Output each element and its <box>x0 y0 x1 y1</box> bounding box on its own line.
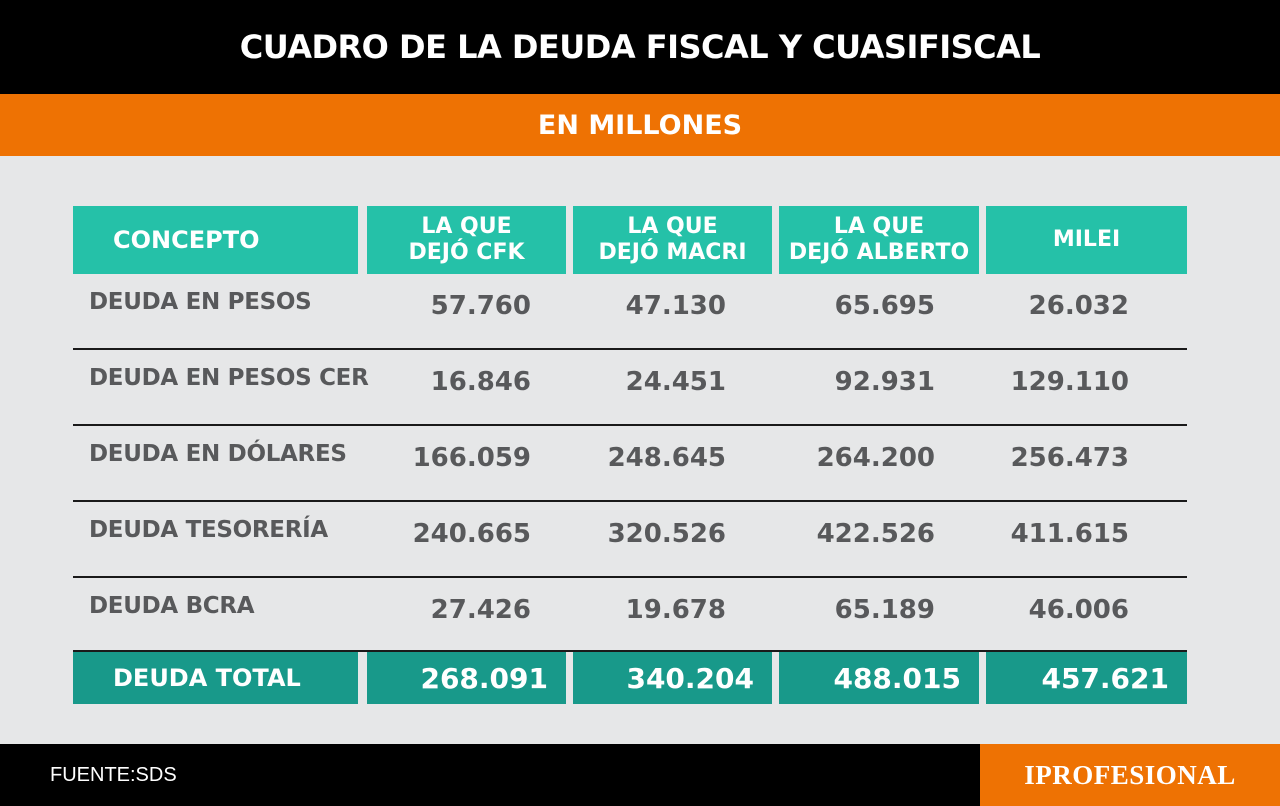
total-value: 457.621 <box>986 652 1187 704</box>
table-cell-value: 166.059 <box>412 443 531 473</box>
table-row: DEUDA TESORERÍA 240.665 320.526 422.526 411.… <box>73 502 1187 578</box>
table-row: DEUDA EN DÓLARES 166.059 248.645 264.200 256… <box>73 426 1187 502</box>
table-cell-value: 27.426 <box>430 595 531 625</box>
page-title: CUADRO DE LA DEUDA FISCAL Y CUASIFISCAL <box>239 28 1041 66</box>
table-row: DEUDA BCRA 27.426 19.678 65.189 46.006 <box>73 578 1187 652</box>
row-divider <box>73 650 1187 652</box>
row-label: DEUDA EN PESOS <box>89 289 312 315</box>
total-value: 340.204 <box>573 652 772 704</box>
footer-bar: FUENTE:SDS <box>0 744 980 806</box>
row-label: DEUDA TESORERÍA <box>89 517 328 543</box>
column-header-text: LA QUE DEJÓ MACRI <box>598 214 746 266</box>
table-row: DEUDA EN PESOS 57.760 47.130 65.695 26.032 <box>73 274 1187 350</box>
row-divider <box>73 348 1187 350</box>
total-value: 268.091 <box>367 652 566 704</box>
table-cell-value: 248.645 <box>607 443 726 473</box>
column-header-line: DEJÓ MACRI <box>598 240 747 265</box>
row-label: DEUDA EN DÓLARES <box>89 441 347 467</box>
brand-logo-text: IPROFESIONAL <box>1024 759 1236 790</box>
table-cell-value: 24.451 <box>625 367 726 397</box>
table-cell-value: 240.665 <box>412 519 531 549</box>
table-cell-value: 26.032 <box>1028 291 1129 321</box>
source-note: FUENTE:SDS <box>50 763 177 786</box>
page-subtitle: EN MILLONES <box>537 109 743 141</box>
table-cell-value: 57.760 <box>430 291 531 321</box>
total-value: 488.015 <box>779 652 979 704</box>
row-divider <box>73 424 1187 426</box>
column-header-line: LA QUE <box>627 214 718 239</box>
row-label: DEUDA EN PESOS CER <box>89 365 369 391</box>
brand-logo: IPROFESIONAL <box>980 744 1280 806</box>
row-label: DEUDA BCRA <box>89 593 255 619</box>
column-header-text: CONCEPTO <box>113 227 259 253</box>
table-cell-value: 46.006 <box>1028 595 1129 625</box>
column-header-text: LA QUE DEJÓ ALBERTO <box>789 214 969 266</box>
column-header-text: LA QUE DEJÓ CFK <box>408 214 524 266</box>
column-header-la-que-dejo-cfk: LA QUE DEJÓ CFK <box>367 206 566 274</box>
title-bar: CUADRO DE LA DEUDA FISCAL Y CUASIFISCAL <box>0 0 1280 94</box>
column-header-line: LA QUE <box>421 214 512 239</box>
column-header-line: CONCEPTO <box>113 226 260 254</box>
column-header-la-que-dejo-alberto: LA QUE DEJÓ ALBERTO <box>779 206 979 274</box>
table-cell-value: 65.695 <box>834 291 935 321</box>
column-header-line: MILEI <box>1052 227 1121 252</box>
row-divider <box>73 576 1187 578</box>
table-cell-value: 47.130 <box>625 291 726 321</box>
column-header-la-que-dejo-macri: LA QUE DEJÓ MACRI <box>573 206 772 274</box>
row-divider <box>73 500 1187 502</box>
table-row: DEUDA EN PESOS CER 16.846 24.451 92.931 129.… <box>73 350 1187 426</box>
table-cell-value: 320.526 <box>607 519 726 549</box>
table-cell-value: 65.189 <box>834 595 935 625</box>
table-cell-value: 16.846 <box>430 367 531 397</box>
table-cell-value: 264.200 <box>816 443 935 473</box>
table-cell-value: 411.615 <box>1010 519 1129 549</box>
column-header-line: LA QUE <box>833 214 925 239</box>
column-header-line: DEJÓ CFK <box>408 240 525 265</box>
subtitle-bar: EN MILLONES <box>0 94 1280 156</box>
table-cell-value: 422.526 <box>816 519 935 549</box>
table-cell-value: 92.931 <box>834 367 935 397</box>
column-header-milei: MILEI <box>986 206 1187 274</box>
column-header-concepto: CONCEPTO <box>73 206 358 274</box>
column-header-line: DEJÓ ALBERTO <box>788 240 970 265</box>
table-cell-value: 256.473 <box>1010 443 1129 473</box>
table-cell-value: 19.678 <box>625 595 726 625</box>
total-label: DEUDA TOTAL <box>73 652 358 704</box>
column-header-text: MILEI <box>1053 227 1120 253</box>
table-cell-value: 129.110 <box>1010 367 1129 397</box>
